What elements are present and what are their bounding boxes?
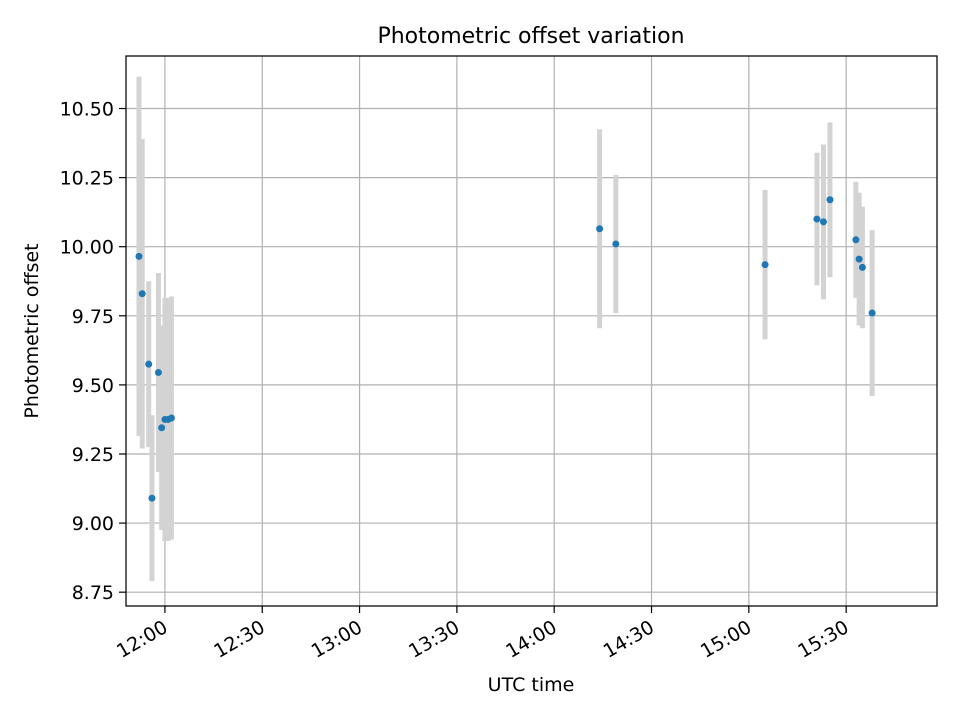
y-tick-label: 9.50 [72, 375, 114, 397]
data-point [148, 494, 156, 502]
data-point [813, 215, 821, 223]
data-point [158, 424, 166, 432]
y-tick-label: 8.75 [72, 582, 114, 604]
y-axis-label: Photometric offset [21, 243, 43, 418]
data-point [868, 309, 876, 317]
data-point [145, 360, 153, 368]
grid-lines [126, 56, 937, 606]
y-tick-label: 10.00 [60, 237, 114, 259]
y-tick-label: 10.50 [60, 99, 114, 121]
plot-area-frame [125, 55, 938, 607]
data-point [167, 414, 175, 422]
chart-title: Photometric offset variation [377, 24, 684, 49]
data-point [855, 255, 863, 263]
data-point [154, 368, 162, 376]
data-point [135, 252, 143, 260]
data-point [826, 196, 834, 204]
y-tick-label: 9.25 [72, 444, 114, 466]
data-point [858, 263, 866, 271]
data-points [135, 196, 876, 502]
y-tick-label: 9.00 [72, 513, 114, 535]
data-point [819, 218, 827, 226]
x-axis-label: UTC time [488, 674, 575, 696]
y-tick-label: 9.75 [72, 306, 114, 328]
data-point [852, 236, 860, 244]
y-axis-ticks: 8.75 9.00 9.25 9.50 9.75 10.00 10.25 10.50 [60, 99, 126, 604]
y-tick-label: 10.25 [60, 168, 114, 190]
data-point [761, 261, 769, 269]
data-point [612, 240, 620, 248]
data-point [138, 290, 146, 298]
data-point [596, 225, 604, 233]
